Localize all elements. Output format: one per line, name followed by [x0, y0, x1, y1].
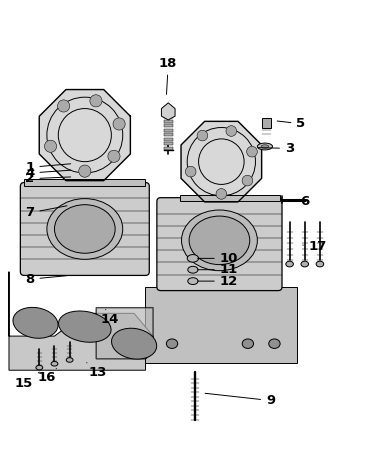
Ellipse shape [188, 266, 198, 273]
Circle shape [58, 100, 70, 112]
Bar [164, 129, 173, 132]
Ellipse shape [301, 261, 309, 267]
Bar [24, 179, 146, 186]
Ellipse shape [242, 339, 254, 349]
Circle shape [90, 95, 102, 107]
Text: 2: 2 [25, 172, 71, 185]
Text: 18: 18 [159, 57, 177, 95]
Text: 5: 5 [277, 117, 306, 130]
Ellipse shape [66, 358, 73, 362]
Bar [164, 142, 173, 145]
Polygon shape [146, 287, 297, 362]
Bar [164, 120, 173, 123]
Ellipse shape [188, 278, 198, 285]
FancyBboxPatch shape [20, 182, 149, 276]
FancyBboxPatch shape [157, 198, 282, 291]
Ellipse shape [166, 339, 178, 349]
Text: 3: 3 [258, 142, 294, 155]
Circle shape [113, 118, 125, 130]
Ellipse shape [181, 210, 257, 271]
Text: 8: 8 [25, 273, 67, 286]
Bar [164, 124, 173, 127]
Polygon shape [162, 103, 175, 120]
Circle shape [197, 130, 208, 141]
Circle shape [108, 150, 120, 162]
Bar [164, 138, 173, 141]
Text: 4: 4 [25, 167, 71, 180]
Circle shape [216, 189, 227, 199]
Text: 6: 6 [281, 195, 309, 208]
Ellipse shape [13, 307, 58, 338]
Polygon shape [96, 308, 153, 359]
Ellipse shape [55, 205, 115, 253]
Ellipse shape [189, 216, 250, 265]
Ellipse shape [58, 311, 111, 342]
Polygon shape [181, 122, 262, 202]
Ellipse shape [316, 261, 324, 267]
Circle shape [185, 166, 196, 177]
Bar [164, 133, 173, 136]
Polygon shape [9, 272, 153, 370]
Polygon shape [39, 90, 130, 180]
Text: 12: 12 [197, 275, 238, 287]
Ellipse shape [286, 261, 293, 267]
Ellipse shape [47, 199, 123, 259]
Ellipse shape [36, 365, 43, 370]
Bar [164, 115, 173, 118]
Text: 9: 9 [205, 393, 275, 407]
Text: 11: 11 [197, 263, 238, 276]
Text: 7: 7 [25, 206, 67, 219]
Ellipse shape [112, 328, 157, 359]
Text: 13: 13 [87, 362, 107, 379]
Text: 16: 16 [38, 368, 57, 384]
Ellipse shape [261, 145, 269, 148]
Ellipse shape [187, 255, 199, 262]
Ellipse shape [257, 143, 272, 150]
Text: 1: 1 [25, 161, 71, 174]
Bar [164, 147, 173, 150]
Ellipse shape [269, 339, 280, 349]
Text: 15: 15 [15, 372, 39, 390]
Circle shape [242, 175, 253, 186]
Circle shape [79, 165, 91, 177]
Circle shape [226, 126, 236, 136]
Ellipse shape [51, 361, 58, 366]
Text: 14: 14 [100, 310, 119, 325]
Text: 10: 10 [197, 252, 238, 265]
Circle shape [247, 146, 257, 157]
Circle shape [44, 140, 57, 152]
Bar [180, 195, 280, 201]
Bar [262, 118, 271, 127]
Text: 17: 17 [303, 240, 327, 254]
